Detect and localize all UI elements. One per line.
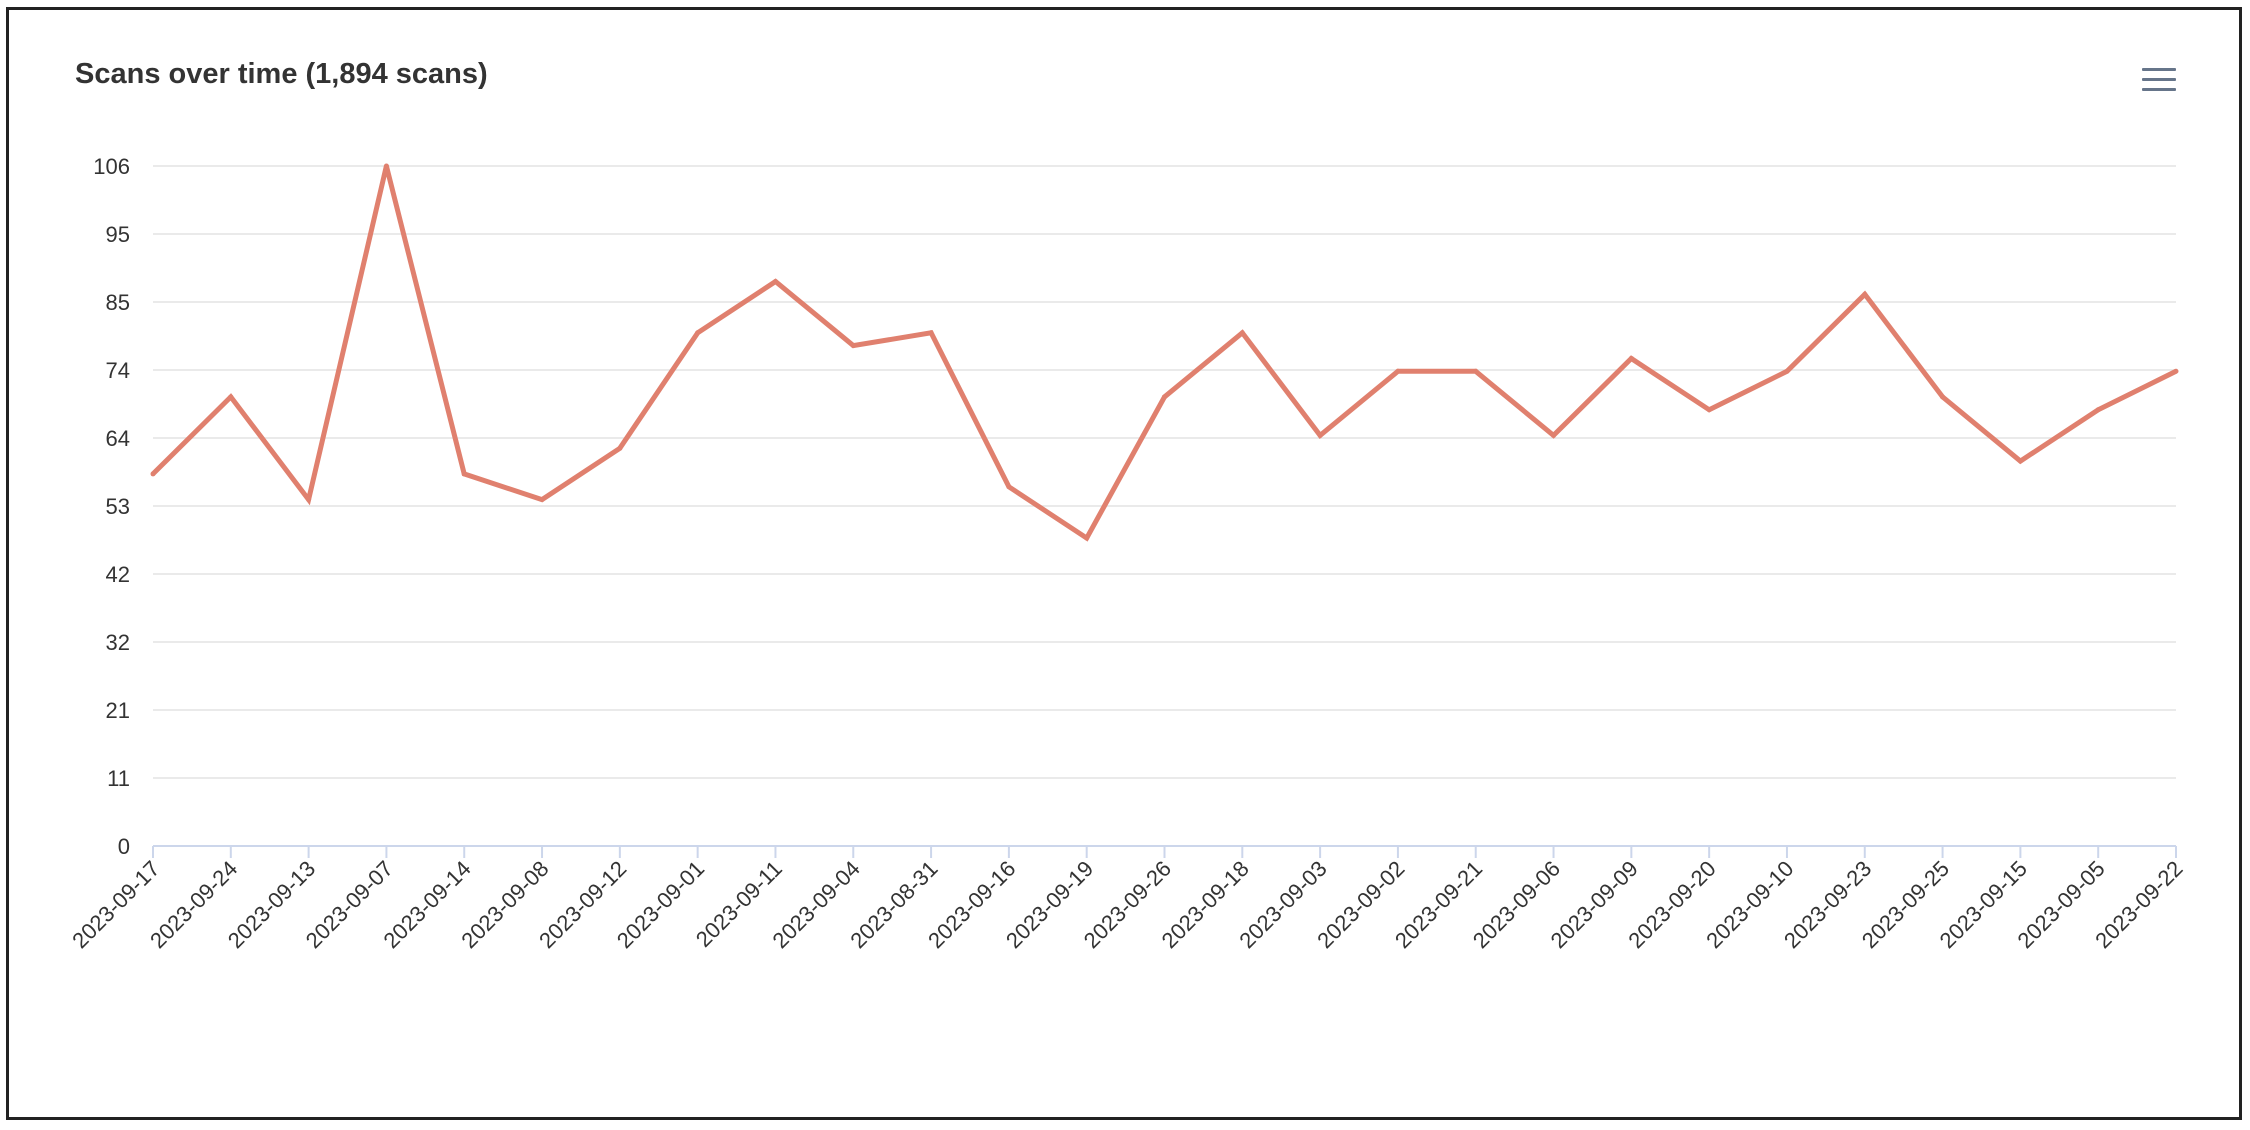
data-point[interactable] (617, 445, 623, 451)
data-point[interactable] (772, 278, 778, 284)
y-tick-label: 32 (106, 630, 130, 655)
data-point[interactable] (928, 330, 934, 336)
y-tick-label: 21 (106, 698, 130, 723)
data-point[interactable] (306, 497, 312, 503)
y-tick-label: 53 (106, 494, 130, 519)
data-point[interactable] (2173, 368, 2179, 374)
data-point[interactable] (695, 330, 701, 336)
data-point[interactable] (539, 497, 545, 503)
data-point[interactable] (1239, 330, 1245, 336)
y-tick-label: 11 (107, 766, 130, 791)
chart-title: Scans over time (1,894 scans) (75, 58, 488, 90)
chart-menu-button[interactable] (2136, 60, 2184, 100)
axis-layer: 01121324253647485951062023-09-172023-09-… (67, 154, 2187, 953)
series-line (151, 165, 2178, 542)
data-point[interactable] (1006, 484, 1012, 490)
data-point[interactable] (1706, 407, 1712, 413)
data-point[interactable] (228, 394, 234, 400)
data-point[interactable] (1551, 432, 1557, 438)
grid-layer (153, 165, 2176, 779)
data-point[interactable] (1862, 291, 1868, 297)
y-tick-label: 74 (106, 358, 130, 383)
data-point[interactable] (461, 471, 467, 477)
data-point[interactable] (1784, 368, 1790, 374)
data-point[interactable] (150, 471, 156, 477)
y-tick-label: 95 (106, 222, 130, 247)
data-point[interactable] (1473, 368, 1479, 374)
y-tick-label: 42 (106, 562, 130, 587)
data-point[interactable] (1940, 394, 1946, 400)
data-point[interactable] (1084, 535, 1090, 541)
data-point[interactable] (1628, 355, 1634, 361)
y-tick-label: 0 (118, 834, 130, 859)
y-tick-label: 64 (106, 426, 130, 451)
hamburger-menu-icon (2142, 68, 2176, 71)
series-layer (150, 163, 2179, 542)
data-point[interactable] (383, 163, 389, 169)
data-point[interactable] (2095, 407, 2101, 413)
data-point[interactable] (1162, 394, 1167, 400)
y-tick-label: 85 (106, 290, 130, 315)
data-point[interactable] (850, 343, 856, 349)
y-tick-label: 106 (93, 154, 130, 179)
data-point[interactable] (1395, 368, 1401, 374)
data-point[interactable] (1317, 432, 1323, 438)
data-point[interactable] (2017, 458, 2023, 464)
